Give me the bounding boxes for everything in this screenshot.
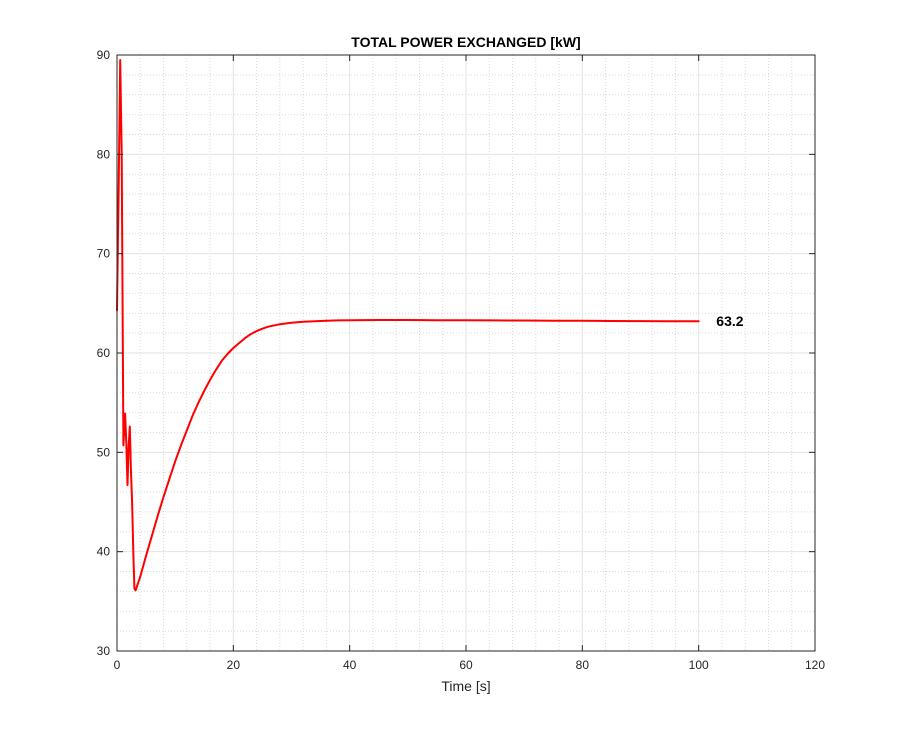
x-tick-label: 60 — [459, 658, 473, 672]
ticks — [116, 54, 816, 652]
x-axis-title: Time [s] — [441, 678, 490, 694]
tick-labels: 0 20 40 60 80 100 120 30 40 50 60 70 80 90 — [97, 48, 826, 672]
x-tick-label: 0 — [114, 658, 121, 672]
value-annotation: 63.2 — [716, 313, 743, 329]
y-tick-label: 90 — [97, 48, 111, 62]
x-tick-label: 80 — [576, 658, 590, 672]
chart-title: TOTAL POWER EXCHANGED [kW] — [351, 34, 580, 50]
y-tick-label: 60 — [97, 346, 111, 360]
y-tick-label: 40 — [97, 545, 111, 559]
y-tick-label: 70 — [97, 247, 111, 261]
x-tick-label: 100 — [689, 658, 709, 672]
y-tick-label: 50 — [97, 445, 111, 459]
series-layer — [116, 59, 700, 592]
y-tick-label: 80 — [97, 147, 111, 161]
annotations: 63.2 — [716, 313, 743, 329]
series-line — [116, 59, 700, 592]
x-tick-label: 20 — [227, 658, 241, 672]
y-tick-label: 30 — [97, 644, 111, 658]
x-tick-label: 120 — [805, 658, 825, 672]
x-tick-label: 40 — [343, 658, 357, 672]
